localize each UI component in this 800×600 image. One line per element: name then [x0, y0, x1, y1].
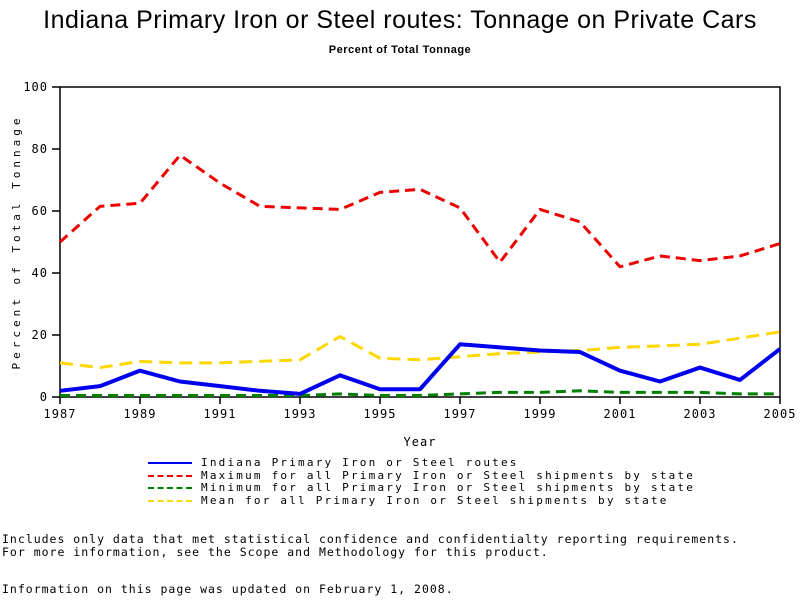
legend-line-sample: [148, 462, 192, 465]
y-tick-label: 20: [32, 328, 48, 342]
footnote-line-2: For more information, see the Scope and …: [2, 545, 549, 559]
legend-label: Indiana Primary Iron or Steel routes: [201, 456, 519, 470]
series-line-3: [59, 330, 781, 370]
chart-title: Indiana Primary Iron or Steel routes: To…: [43, 6, 757, 34]
legend-line-sample: [148, 474, 192, 477]
series-line-2: [60, 389, 780, 397]
series-line-1: [59, 153, 781, 269]
x-tick-label: 1991: [204, 407, 237, 421]
x-tick-label: 1987: [44, 407, 77, 421]
y-tick-label: 40: [32, 266, 48, 280]
legend-line-sample: [148, 487, 192, 490]
y-tick-label: 0: [40, 390, 48, 404]
chart-legend: Indiana Primary Iron or Steel routes Maxi…: [148, 457, 695, 507]
x-axis-title: Year: [404, 435, 437, 449]
x-tick-label: 1997: [444, 407, 477, 421]
legend-row: Minimum for all Primary Iron or Steel sh…: [148, 482, 695, 495]
y-tick-label: 60: [32, 204, 48, 218]
x-tick-label: 1995: [364, 407, 397, 421]
legend-row: Mean for all Primary Iron or Steel shipm…: [148, 493, 695, 508]
x-tick-label: 2003: [684, 407, 717, 421]
legend-row: Indiana Primary Iron or Steel routes: [148, 457, 695, 470]
x-tick-label: 1999: [524, 407, 557, 421]
legend-label: Minimum for all Primary Iron or Steel sh…: [201, 481, 696, 495]
y-tick-label: 100: [23, 80, 48, 94]
series-line-0: [59, 342, 782, 396]
x-tick-label: 1993: [284, 407, 317, 421]
line-chart-plot: 0 20 40 60 80 100 1987 1989 1991 1993 1995 1997 1999…: [10, 80, 797, 449]
legend-label: Maximum for all Primary Iron or Steel sh…: [201, 468, 696, 482]
y-axis-title: Percent of Total Tonnage: [10, 115, 23, 370]
legend-row: Maximum for all Primary Iron or Steel sh…: [148, 468, 696, 483]
chart-subtitle: Percent of Total Tonnage: [328, 44, 472, 56]
x-tick-label: 2001: [604, 407, 637, 421]
x-tick-label: 2005: [764, 407, 797, 421]
legend-line-sample: [148, 499, 192, 502]
footnote-updated-date: Information on this page was updated on …: [2, 582, 454, 596]
x-tick-label: 1989: [124, 407, 157, 421]
footnote-line-1: Includes only data that met statistical …: [2, 532, 739, 546]
plot-frame: [59, 86, 781, 398]
legend-label: Mean for all Primary Iron or Steel shipm…: [201, 493, 669, 507]
y-tick-label: 80: [32, 142, 48, 156]
